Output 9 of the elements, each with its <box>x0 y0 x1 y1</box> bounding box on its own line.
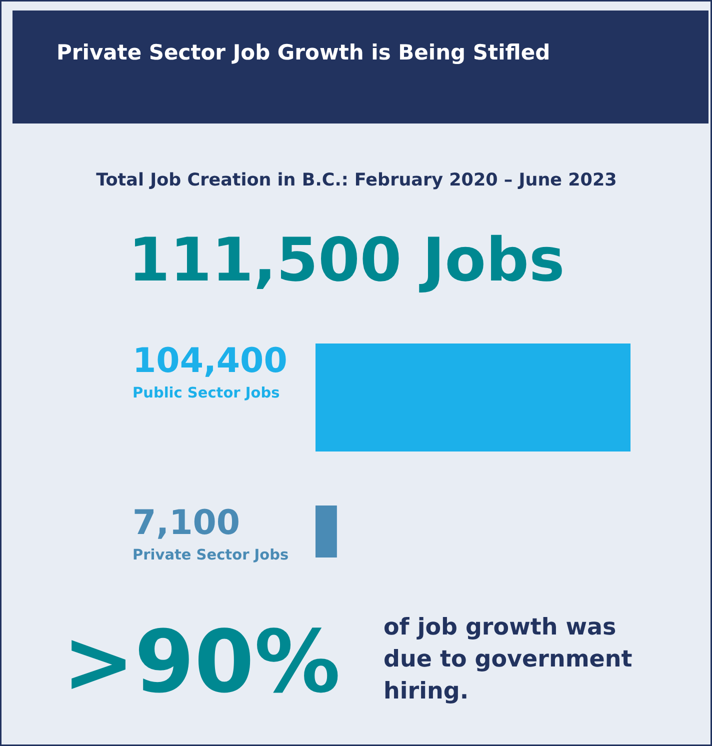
annotation: >90% <box>62 612 340 712</box>
annotation: of job growth was due to government hiring. <box>384 614 632 704</box>
chart-subtitle: Total Job Creation in B.C.: February 2020 – June 2023 <box>96 170 617 190</box>
text: 111,500 Jobs <box>128 226 565 296</box>
data-label: 7,100 <box>132 503 240 543</box>
y-tick-label: Private Sector Jobs <box>132 548 289 564</box>
chart-title: Private Sector Job Growth is Being Stifled <box>56 40 550 64</box>
data-label: 104,400 <box>132 341 288 381</box>
y-tick-label: Public Sector Jobs <box>132 386 280 402</box>
